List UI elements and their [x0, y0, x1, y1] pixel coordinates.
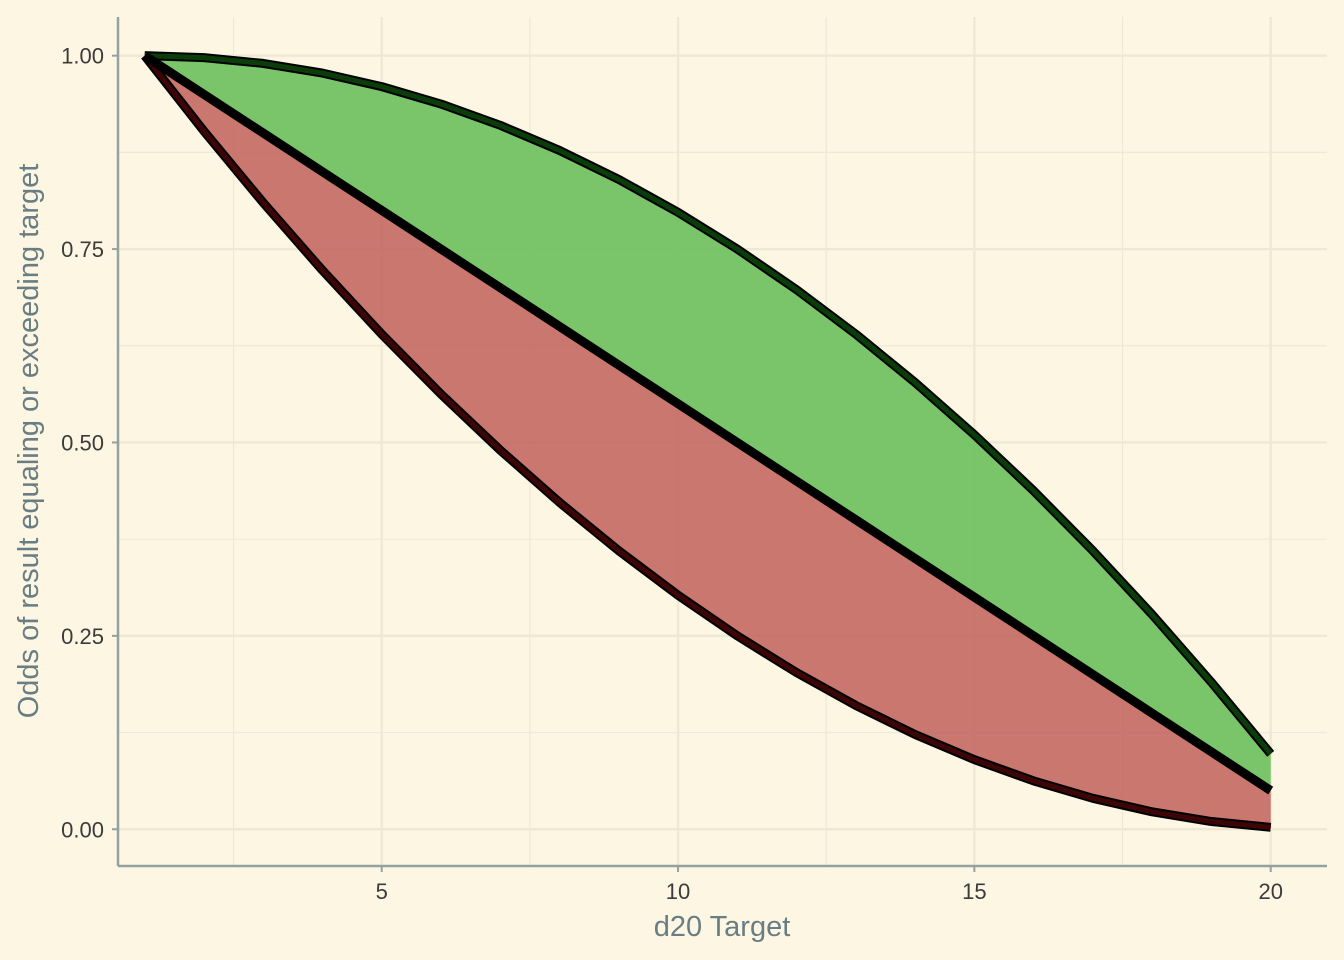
x-tick-label: 5	[376, 879, 388, 904]
lower-band-area	[144, 55, 1271, 828]
series-lines	[141, 51, 1275, 832]
y-tick-label: 0.00	[61, 817, 104, 842]
y-tick-label: 0.25	[61, 624, 104, 649]
x-tick-label: 20	[1258, 879, 1282, 904]
y-tick-label: 0.50	[61, 430, 104, 455]
y-axis-title: Odds of result equaling or exceeding tar…	[13, 164, 45, 719]
lower-line	[142, 54, 1271, 830]
x-tick-label: 10	[666, 879, 690, 904]
y-tick-label: 0.75	[61, 237, 104, 262]
upper-line	[144, 53, 1273, 756]
y-tick-label: 1.00	[61, 44, 104, 69]
tick-labels: 5 10 15 20 0.00 0.25 0.50 0.75 1.00	[61, 44, 1283, 904]
x-axis-title: d20 Target	[654, 911, 791, 943]
x-tick-label: 15	[962, 879, 986, 904]
middle-line	[142, 51, 1274, 795]
